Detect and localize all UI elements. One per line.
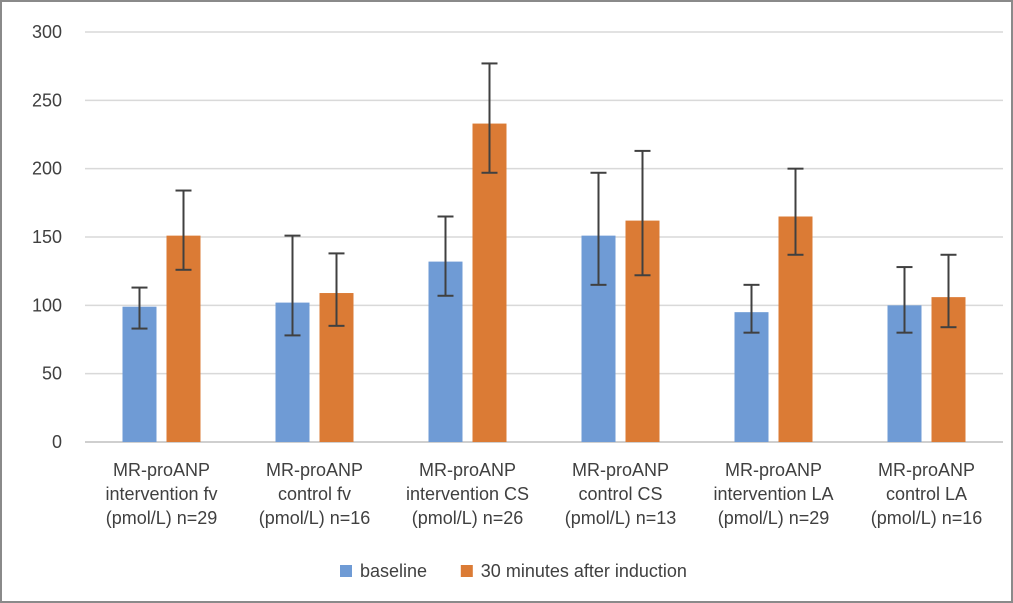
x-category-label: MR-proANP intervention LA (pmol/L) n=29 bbox=[713, 460, 833, 528]
legend-swatch bbox=[460, 565, 473, 577]
x-category-label: MR-proANP control fv (pmol/L) n=16 bbox=[259, 460, 371, 528]
error-bars bbox=[131, 62, 957, 337]
legend-label: baseline bbox=[360, 561, 427, 581]
error-bar bbox=[437, 215, 454, 297]
error-bar bbox=[328, 252, 345, 327]
x-category-label: MR-proANP intervention fv (pmol/L) n=29 bbox=[105, 460, 217, 528]
y-tick-label: 200 bbox=[32, 159, 62, 179]
legend: baseline 30 minutes after induction bbox=[340, 561, 687, 581]
y-tick-label: 0 bbox=[52, 432, 62, 452]
y-tick-label: 50 bbox=[42, 364, 62, 384]
y-axis-ticks: 0 50 100 150 200 250 300 bbox=[32, 22, 62, 452]
bar-baseline bbox=[734, 312, 769, 442]
y-tick-label: 100 bbox=[32, 295, 62, 315]
legend-swatch bbox=[340, 565, 352, 577]
error-bar bbox=[131, 286, 148, 330]
error-bar bbox=[787, 167, 804, 256]
error-bar bbox=[896, 266, 913, 334]
x-category-label: MR-proANP intervention CS (pmol/L) n=26 bbox=[406, 460, 529, 528]
y-tick-label: 150 bbox=[32, 227, 62, 247]
gridlines bbox=[85, 31, 1003, 443]
error-bar bbox=[481, 62, 498, 174]
error-bar bbox=[743, 283, 760, 334]
bar-after-induction bbox=[472, 123, 507, 443]
x-axis-category-labels: MR-proANP intervention fv (pmol/L) n=29 MR-… bbox=[105, 460, 982, 528]
legend-item-after-induction: 30 minutes after induction bbox=[460, 561, 687, 581]
error-bar bbox=[940, 253, 957, 329]
error-bar bbox=[590, 171, 607, 286]
error-bar bbox=[284, 234, 301, 337]
x-category-label: MR-proANP control LA (pmol/L) n=16 bbox=[871, 460, 983, 528]
legend-label: 30 minutes after induction bbox=[481, 561, 687, 581]
y-tick-label: 300 bbox=[32, 22, 62, 42]
y-tick-label: 250 bbox=[32, 90, 62, 110]
x-category-label: MR-proANP control CS (pmol/L) n=13 bbox=[565, 460, 677, 528]
error-bar bbox=[175, 189, 192, 271]
error-bar bbox=[634, 149, 651, 277]
legend-item-baseline: baseline bbox=[340, 561, 427, 581]
bars bbox=[122, 123, 966, 443]
